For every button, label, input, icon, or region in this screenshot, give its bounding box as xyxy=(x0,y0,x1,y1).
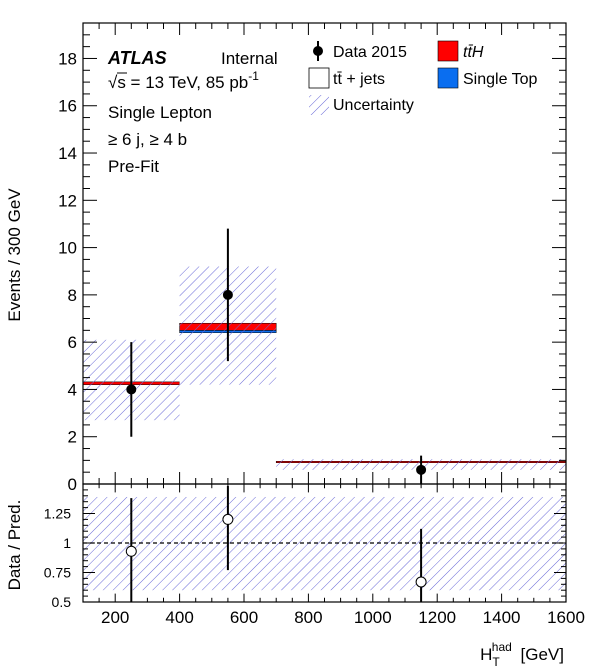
top-y-tick-label-2: 4 xyxy=(68,380,77,399)
ratio-point-1 xyxy=(222,513,234,525)
legend-uncertainty-swatch xyxy=(309,95,329,115)
data-point-2 xyxy=(416,464,427,475)
ratio-point-0 xyxy=(125,545,137,557)
legend-item-uncertainty: Uncertainty xyxy=(309,95,414,115)
legend-item-ttjets: tt̄ + jets xyxy=(308,67,385,89)
legend-item-data: Data 2015 xyxy=(313,41,407,61)
top-y-tick-label-9: 18 xyxy=(58,49,77,68)
x-tick-label-2: 600 xyxy=(230,608,258,627)
legend-item-tth: tt̄H xyxy=(437,40,484,62)
ratio-y-axis: 0.5 0.75 1 1.25 xyxy=(44,489,566,610)
ratio-y-axis-label: Data / Pred. xyxy=(5,500,24,591)
x-tick-label-4: 1000 xyxy=(354,608,392,627)
ratio-y-tick-label-2: 1 xyxy=(63,535,71,551)
x-tick-label-3: 800 xyxy=(294,608,322,627)
atlas-label: ATLAS xyxy=(107,48,167,68)
legend-tth-swatch xyxy=(437,40,459,62)
top-y-tick-label-6: 12 xyxy=(58,191,77,210)
ratio-points xyxy=(125,486,427,602)
top-y-tick-label-0: 0 xyxy=(68,475,77,494)
data-point-1 xyxy=(222,289,233,300)
x-axis: 200 400 600 800 1000 1200 1400 1600 xyxy=(82,484,585,627)
energy-lumi-label: √s = 13 TeV, 85 pb-1 xyxy=(108,69,259,92)
legend-ttjets-swatch xyxy=(308,67,330,89)
top-y-axis-label: Events / 300 GeV xyxy=(5,188,24,322)
legend: Data 2015 tt̄H tt̄ + jets Single Top Unc… xyxy=(308,40,538,115)
x-tick-label-5: 1200 xyxy=(418,608,456,627)
selection-label: ≥ 6 j, ≥ 4 b xyxy=(108,130,187,149)
x-tick-label-7: 1600 xyxy=(547,608,585,627)
ratio-point-2 xyxy=(415,576,427,588)
legend-data-marker xyxy=(313,46,323,56)
x-tick-label-6: 1400 xyxy=(483,608,521,627)
data-point-0 xyxy=(126,384,137,395)
legend-singletop-swatch xyxy=(437,67,459,89)
legend-singletop-label: Single Top xyxy=(463,71,538,88)
legend-data-label: Data 2015 xyxy=(333,44,407,61)
internal-label: Internal xyxy=(221,49,278,68)
x-tick-label-1: 400 xyxy=(165,608,193,627)
top-y-tick-label-3: 6 xyxy=(68,333,77,352)
x-axis-label: HThad [GeV] xyxy=(480,640,564,669)
top-y-tick-label-4: 8 xyxy=(68,286,77,305)
legend-ttjets-label: tt̄ + jets xyxy=(333,71,385,88)
channel-label: Single Lepton xyxy=(108,103,212,122)
top-x-ticks xyxy=(82,23,567,484)
annotations: ATLAS Internal √s = 13 TeV, 85 pb-1 Sing… xyxy=(107,48,278,176)
top-y-tick-label-5: 10 xyxy=(58,239,77,258)
top-y-axis: 0 2 4 6 8 10 12 14 16 18 xyxy=(58,34,566,494)
top-panel: 0 2 4 6 8 10 12 14 16 18 Events / 300 GeV xyxy=(5,22,567,494)
ratio-y-tick-label-1: 0.75 xyxy=(44,565,71,581)
x-tick-label-0: 200 xyxy=(101,608,129,627)
top-y-tick-label-1: 2 xyxy=(68,428,77,447)
legend-item-singletop: Single Top xyxy=(437,67,538,89)
fit-label: Pre-Fit xyxy=(108,157,159,176)
legend-tth-label: tt̄H xyxy=(463,44,484,61)
ratio-y-tick-label-3: 1.25 xyxy=(44,506,71,522)
top-y-tick-label-8: 16 xyxy=(58,97,77,116)
top-y-tick-label-7: 14 xyxy=(58,144,77,163)
legend-uncertainty-label: Uncertainty xyxy=(333,97,414,114)
ratio-panel: 0.5 0.75 1 1.25 200 400 600 800 1000 1200 1400 160… xyxy=(5,483,585,627)
ratio-y-tick-label-0: 0.5 xyxy=(52,594,72,610)
